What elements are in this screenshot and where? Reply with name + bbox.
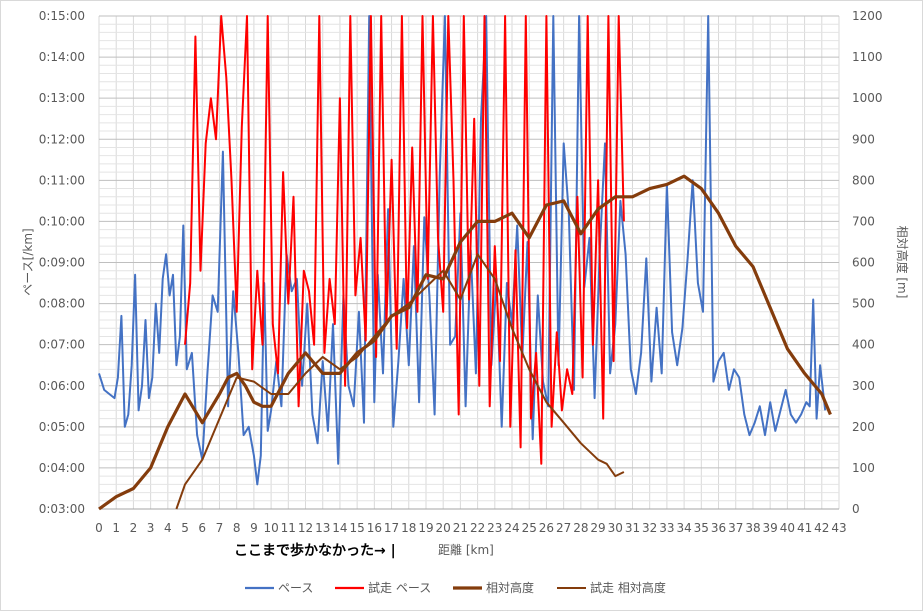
x-tick-label: 28 bbox=[573, 521, 588, 535]
legend-label-altitude: 相対高度 bbox=[486, 580, 534, 595]
x-tick-label: 5 bbox=[181, 521, 189, 535]
x-tick-label: 27 bbox=[556, 521, 571, 535]
series-pace-line bbox=[98, 15, 827, 486]
x-tick-label: 33 bbox=[659, 521, 674, 535]
y-left-tick-label: 0:10:00 bbox=[39, 214, 85, 228]
x-tick-label: 20 bbox=[436, 521, 451, 535]
y-left-tick-label: 0:13:00 bbox=[39, 91, 85, 105]
x-tick-labels: 0 1 2 3 4 5 6 7 8 9 10 11 12 13 14 15 16 17 18 19 20 21 22 23 24… bbox=[95, 521, 846, 535]
x-tick-label: 12 bbox=[298, 521, 313, 535]
x-tick-label: 22 bbox=[470, 521, 485, 535]
x-tick-label: 36 bbox=[711, 521, 726, 535]
x-tick-label: 35 bbox=[694, 521, 709, 535]
y-left-tick-label: 0:04:00 bbox=[39, 461, 85, 475]
x-tick-label: 29 bbox=[590, 521, 605, 535]
x-tick-label: 16 bbox=[367, 521, 382, 535]
x-tick-label: 19 bbox=[418, 521, 433, 535]
x-tick-label: 4 bbox=[164, 521, 172, 535]
y-right-tick-label: 700 bbox=[852, 214, 875, 228]
series-lines bbox=[98, 15, 832, 511]
y-right-tick-label: 200 bbox=[852, 420, 875, 434]
y-left-tick-label: 0:08:00 bbox=[39, 297, 85, 311]
y-left-tick-label: 0:03:00 bbox=[39, 502, 85, 516]
x-tick-label: 11 bbox=[281, 521, 296, 535]
x-tick-label: 30 bbox=[608, 521, 623, 535]
series-trial-altitude-line bbox=[175, 253, 625, 510]
y-left-tick-label: 0:14:00 bbox=[39, 50, 85, 64]
x-tick-label: 15 bbox=[349, 521, 364, 535]
x-tick-label: 37 bbox=[728, 521, 743, 535]
legend-label-trial-pace: 試走 ペース bbox=[368, 580, 431, 595]
x-tick-label: 3 bbox=[147, 521, 155, 535]
x-tick-label: 32 bbox=[642, 521, 657, 535]
y-right-tick-label: 400 bbox=[852, 338, 875, 352]
x-tick-label: 17 bbox=[384, 521, 399, 535]
x-axis-title: 距離 [km] bbox=[438, 543, 494, 557]
y-left-tick-label: 0:06:00 bbox=[39, 379, 85, 393]
x-tick-label: 25 bbox=[522, 521, 537, 535]
x-tick-label: 39 bbox=[763, 521, 778, 535]
x-tick-label: 9 bbox=[250, 521, 258, 535]
x-tick-label: 1 bbox=[112, 521, 120, 535]
legend: ペース 試走 ペース 相対高度 試走 相対高度 bbox=[245, 580, 666, 595]
x-tick-label: 40 bbox=[780, 521, 795, 535]
x-tick-label: 31 bbox=[625, 521, 640, 535]
x-tick-label: 26 bbox=[539, 521, 554, 535]
annotation-note: ここまで歩かなかった→ | bbox=[234, 542, 396, 559]
y-right-tick-label: 1200 bbox=[852, 9, 883, 23]
y-right-tick-label: 900 bbox=[852, 132, 875, 146]
y-right-axis-title: 相対高度 [m] bbox=[895, 226, 910, 299]
x-tick-label: 23 bbox=[487, 521, 502, 535]
y-left-tick-label: 0:15:00 bbox=[39, 9, 85, 23]
x-tick-label: 24 bbox=[504, 521, 519, 535]
x-tick-label: 8 bbox=[233, 521, 241, 535]
y-right-tick-label: 800 bbox=[852, 173, 875, 187]
y-right-tick-label: 600 bbox=[852, 256, 875, 270]
x-tick-label: 6 bbox=[198, 521, 206, 535]
x-tick-label: 13 bbox=[315, 521, 330, 535]
y-right-tick-label: 300 bbox=[852, 379, 875, 393]
series-trial-pace-line bbox=[184, 15, 625, 465]
y-left-tick-label: 0:09:00 bbox=[39, 256, 85, 270]
x-tick-label: 21 bbox=[453, 521, 468, 535]
y-left-tick-labels: 0:03:00 0:04:00 0:05:00 0:06:00 0:07:00 0:08:… bbox=[39, 9, 85, 516]
y-right-tick-label: 0 bbox=[852, 502, 860, 516]
y-left-tick-label: 0:05:00 bbox=[39, 420, 85, 434]
x-tick-label: 43 bbox=[831, 521, 846, 535]
y-right-tick-label: 1100 bbox=[852, 50, 883, 64]
y-right-tick-labels: 0 100 200 300 400 500 600 700 800 900 1000 1100 1200 bbox=[852, 9, 883, 516]
x-tick-label: 41 bbox=[797, 521, 812, 535]
y-right-tick-label: 500 bbox=[852, 297, 875, 311]
x-tick-label: 42 bbox=[814, 521, 829, 535]
x-tick-label: 2 bbox=[130, 521, 138, 535]
y-right-tick-label: 100 bbox=[852, 461, 875, 475]
x-tick-label: 7 bbox=[216, 521, 224, 535]
x-tick-label: 10 bbox=[263, 521, 278, 535]
x-tick-label: 38 bbox=[745, 521, 760, 535]
legend-label-pace: ペース bbox=[278, 581, 313, 595]
y-left-axis-title: ペース[/km] bbox=[21, 228, 35, 295]
x-tick-label: 18 bbox=[401, 521, 416, 535]
x-tick-label: 14 bbox=[332, 521, 347, 535]
y-left-tick-label: 0:07:00 bbox=[39, 338, 85, 352]
x-tick-label: 34 bbox=[676, 521, 691, 535]
legend-label-trial-altitude: 試走 相対高度 bbox=[590, 580, 666, 595]
y-left-tick-label: 0:12:00 bbox=[39, 132, 85, 146]
y-left-tick-label: 0:11:00 bbox=[39, 173, 85, 187]
x-tick-label: 0 bbox=[95, 521, 103, 535]
series-altitude-line bbox=[98, 174, 832, 511]
y-right-tick-label: 1000 bbox=[852, 91, 883, 105]
